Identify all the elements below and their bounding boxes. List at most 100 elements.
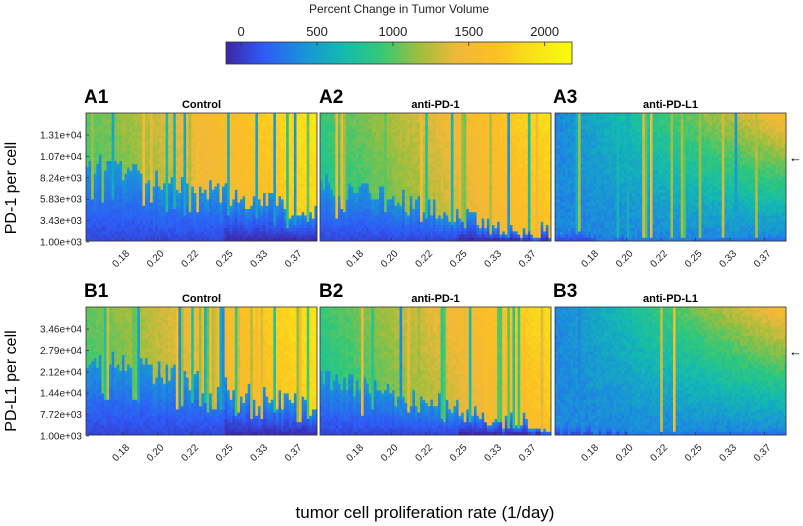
heatmap-cell: [222, 113, 225, 117]
heatmap-cell: [173, 199, 177, 203]
heatmap-cell: [127, 164, 131, 168]
heatmap-cell: [232, 212, 236, 216]
heatmap-cell: [394, 212, 398, 216]
heatmap-cell: [306, 116, 310, 120]
heatmap-cell: [399, 122, 403, 127]
heatmap-cell: [216, 205, 220, 210]
heatmap-cell: [222, 173, 225, 178]
heatmap-cell: [299, 186, 302, 191]
heatmap-cell: [124, 231, 128, 235]
heatmap-cell: [343, 218, 347, 223]
heatmap-cell: [127, 189, 131, 194]
heatmap-cell: [198, 164, 202, 168]
heatmap-cell: [270, 145, 274, 149]
heatmap-cell: [150, 189, 154, 194]
heatmap-cell: [137, 122, 141, 127]
heatmap-cell: [96, 167, 100, 171]
heatmap-cell: [145, 122, 148, 127]
heatmap-cell: [389, 161, 393, 165]
heatmap-cell: [222, 180, 225, 184]
heatmap-cell: [229, 205, 233, 210]
heatmap-cell: [103, 196, 107, 200]
heatmap-cell: [150, 161, 154, 165]
heatmap-cell: [101, 215, 105, 219]
heatmap-cell: [263, 122, 267, 127]
colorbar-title: Percent Change in Tumor Volume: [309, 2, 489, 16]
heatmap-cell: [214, 138, 218, 143]
heatmap-cell: [227, 228, 231, 232]
heatmap-cell: [268, 228, 272, 232]
heatmap-cell: [237, 193, 241, 197]
heatmap-cell: [304, 116, 308, 120]
heatmap-cell: [91, 167, 95, 171]
heatmap-cell: [260, 122, 264, 127]
heatmap-cell: [196, 132, 200, 136]
heatmap-cell: [98, 157, 102, 162]
heatmap-cell: [196, 183, 200, 187]
heatmap-cell: [268, 116, 272, 120]
heatmap-cell: [358, 129, 362, 133]
heatmap-cell: [109, 138, 113, 143]
heatmap-cell: [340, 135, 344, 139]
heatmap-cell: [160, 183, 164, 187]
heatmap-cell: [311, 151, 315, 155]
heatmap-cell: [368, 135, 372, 139]
heatmap-cell: [386, 116, 390, 120]
heatmap-cell: [268, 183, 272, 187]
heatmap-cell: [309, 225, 313, 229]
heatmap-cell: [209, 113, 213, 117]
heatmap-cell: [322, 234, 326, 239]
heatmap-cell: [160, 148, 164, 152]
heatmap-cell: [242, 157, 246, 162]
heatmap-cell: [116, 237, 120, 242]
heatmap-cell: [191, 196, 195, 200]
heatmap-cell: [281, 145, 285, 149]
heatmap-cell: [296, 141, 300, 146]
heatmap-cell: [255, 234, 259, 239]
heatmap-cell: [371, 132, 375, 136]
heatmap-cell: [245, 202, 249, 207]
heatmap-cell: [139, 215, 143, 219]
heatmap-cell: [219, 151, 223, 155]
heatmap-cell: [180, 228, 184, 232]
heatmap-cell: [106, 180, 110, 184]
heatmap-cell: [270, 164, 274, 168]
heatmap-cell: [281, 154, 285, 159]
heatmap-cell: [389, 177, 393, 181]
heatmap-cell: [163, 119, 166, 123]
heatmap-cell: [198, 193, 202, 197]
heatmap-cell: [109, 132, 113, 136]
heatmap-cell: [394, 231, 398, 235]
heatmap-cell: [209, 125, 213, 130]
heatmap-cell: [368, 167, 372, 171]
heatmap-cell: [309, 215, 313, 219]
heatmap-cell: [134, 157, 138, 162]
heatmap-cell: [101, 167, 105, 171]
heatmap-cell: [293, 145, 297, 149]
heatmap-cell: [165, 138, 169, 143]
heatmap-cell: [376, 125, 380, 130]
heatmap-cell: [366, 125, 370, 130]
heatmap-cell: [86, 151, 89, 155]
heatmap-cell: [196, 177, 200, 181]
heatmap-cell: [175, 148, 179, 152]
heatmap-cell: [397, 209, 400, 213]
heatmap-cell: [114, 135, 118, 139]
heatmap-cell: [265, 170, 269, 175]
heatmap-cell: [355, 135, 359, 139]
heatmap-cell: [93, 164, 97, 168]
heatmap-cell: [283, 228, 287, 232]
heatmap-cell: [379, 205, 382, 210]
heatmap-cell: [127, 170, 131, 175]
heatmap-cell: [96, 218, 100, 223]
heatmap-cell: [371, 113, 375, 117]
heatmap-cell: [355, 193, 359, 197]
heatmap-cell: [391, 228, 395, 232]
heatmap-cell: [293, 225, 297, 229]
heatmap-cell: [234, 122, 238, 127]
heatmap-cell: [204, 138, 208, 143]
heatmap-cell: [101, 145, 105, 149]
heatmap-cell: [355, 132, 359, 136]
heatmap-cell: [391, 145, 395, 149]
heatmap-cell: [301, 132, 305, 136]
